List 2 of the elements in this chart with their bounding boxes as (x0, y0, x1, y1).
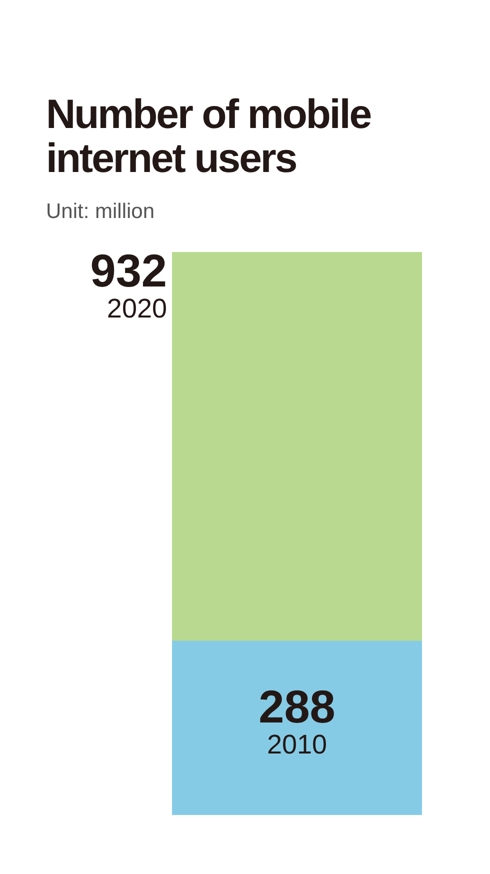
chart-subtitle: Unit: million (46, 200, 155, 224)
chart-title: Number of mobile internet users (46, 91, 372, 181)
